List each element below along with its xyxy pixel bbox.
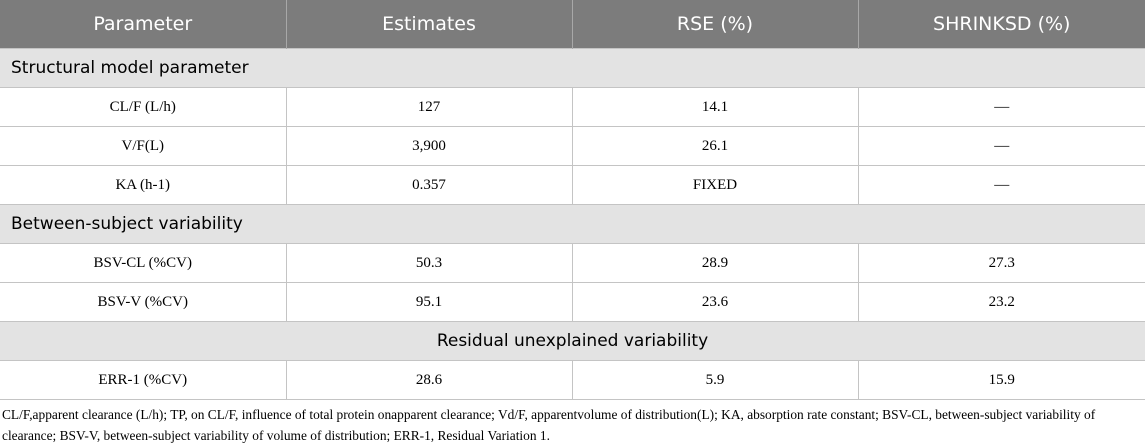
table-row: CL/F (L/h) 127 14.1 — (0, 87, 1145, 127)
header-row: Parameter Estimates RSE (%) SHRINKSD (%) (0, 0, 1145, 49)
cell-estimate: 95.1 (285, 282, 573, 322)
table-row: KA (h-1) 0.357 FIXED — (0, 165, 1145, 205)
header-parameter: Parameter (0, 0, 286, 49)
section-title: Residual unexplained variability (0, 321, 1145, 361)
cell-shrinksd: 15.9 (857, 360, 1145, 400)
cell-rse: 23.6 (571, 282, 859, 322)
cell-rse: 26.1 (571, 126, 859, 166)
cell-shrinksd: 23.2 (857, 282, 1145, 322)
cell-rse: 28.9 (571, 243, 859, 283)
cell-rse: 5.9 (571, 360, 859, 400)
cell-parameter: V/F(L) (0, 126, 287, 166)
section-row-residual: Residual unexplained variability (0, 321, 1145, 361)
header-rse: RSE (%) (571, 0, 858, 49)
cell-shrinksd: — (857, 165, 1145, 205)
table-row: BSV-CL (%CV) 50.3 28.9 27.3 (0, 243, 1145, 283)
header-estimates: Estimates (285, 0, 572, 49)
section-row-between-subject: Between-subject variability (0, 204, 1145, 244)
header-shrinksd: SHRINKSD (%) (857, 0, 1145, 49)
parameter-table: Parameter Estimates RSE (%) SHRINKSD (%)… (0, 0, 1145, 400)
section-title: Structural model parameter (0, 48, 1145, 88)
cell-parameter: BSV-CL (%CV) (0, 243, 287, 283)
cell-parameter: KA (h-1) (0, 165, 287, 205)
section-row-structural: Structural model parameter (0, 48, 1145, 88)
cell-shrinksd: 27.3 (857, 243, 1145, 283)
cell-shrinksd: — (857, 126, 1145, 166)
cell-parameter: BSV-V (%CV) (0, 282, 287, 322)
cell-rse: FIXED (571, 165, 859, 205)
cell-parameter: CL/F (L/h) (0, 87, 287, 127)
cell-estimate: 3,900 (285, 126, 573, 166)
table-footnote: CL/F,apparent clearance (L/h); TP, on CL… (2, 407, 1096, 443)
table-row: BSV-V (%CV) 95.1 23.6 23.2 (0, 282, 1145, 322)
table-row: ERR-1 (%CV) 28.6 5.9 15.9 (0, 360, 1145, 400)
table-row: V/F(L) 3,900 26.1 — (0, 126, 1145, 166)
section-title: Between-subject variability (0, 204, 1145, 244)
cell-shrinksd: — (857, 87, 1145, 127)
cell-estimate: 50.3 (285, 243, 573, 283)
cell-estimate: 0.357 (285, 165, 573, 205)
cell-estimate: 28.6 (285, 360, 573, 400)
cell-estimate: 127 (285, 87, 573, 127)
cell-rse: 14.1 (571, 87, 859, 127)
cell-parameter: ERR-1 (%CV) (0, 360, 287, 400)
